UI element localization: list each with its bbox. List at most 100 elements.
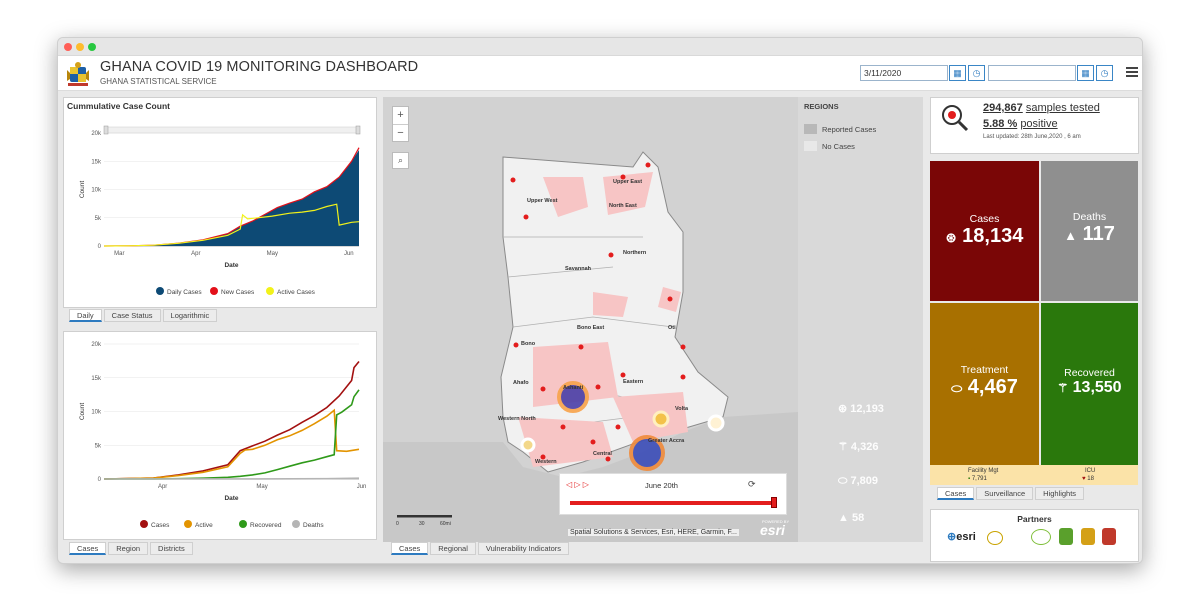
maximize-window-button[interactable] bbox=[88, 43, 96, 51]
range-slider-right-handle bbox=[355, 125, 361, 135]
tab-daily[interactable]: Daily bbox=[69, 309, 102, 322]
svg-text:30: 30 bbox=[419, 521, 425, 527]
time-slider-widget: ◁ ▷ ▷ June 20th ⟳ bbox=[559, 473, 787, 515]
powered-by-label: POWERED BY bbox=[762, 519, 790, 524]
end-date-input[interactable] bbox=[988, 65, 1076, 81]
tab-vulnerability[interactable]: Vulnerability Indicators bbox=[477, 542, 570, 555]
status-tabs: Cases Region Districts bbox=[69, 542, 195, 556]
map-stat-cases: ⊛ 12,193 bbox=[838, 403, 884, 415]
y-axis-label: Count bbox=[79, 181, 86, 199]
partners-panel: Partners ⊕esri bbox=[930, 509, 1139, 562]
kpi-cases-label: Cases bbox=[969, 213, 1000, 225]
start-clock-icon[interactable]: ◷ bbox=[968, 65, 985, 81]
x-tick-label: Mar bbox=[114, 251, 124, 257]
label-ashanti: Ashanti bbox=[563, 385, 584, 391]
y-tick-label: 0 bbox=[98, 244, 102, 250]
time-label: June 20th bbox=[645, 481, 678, 490]
time-slider-track[interactable] bbox=[570, 501, 776, 505]
play-controls-icon[interactable]: ◁ ▷ ▷ bbox=[566, 480, 589, 489]
x-axis-label: Date bbox=[224, 495, 238, 502]
map-search-icon[interactable]: ⌕ bbox=[392, 152, 409, 169]
cumulative-chart-title: Cummulative Case Count bbox=[67, 101, 170, 111]
y-tick-label: 10k bbox=[91, 188, 102, 194]
label-ahafo: Ahafo bbox=[513, 380, 529, 386]
label-eastern: Eastern bbox=[623, 379, 644, 385]
partners-title: Partners bbox=[1017, 514, 1052, 524]
x-tick-label: May bbox=[267, 251, 278, 257]
legend-no-cases: No Cases bbox=[804, 141, 855, 151]
map-stat-treatment: ⬭ 7,809 bbox=[838, 475, 878, 487]
tab-districts[interactable]: Districts bbox=[150, 542, 193, 555]
label-western: Western bbox=[535, 459, 557, 465]
tab-cases[interactable]: Cases bbox=[69, 542, 107, 555]
map-stat-recovered: ⚚ 4,326 bbox=[838, 441, 879, 453]
zoom-controls: + − bbox=[392, 106, 409, 142]
map-stat-deaths: ▲ 58 bbox=[838, 512, 865, 524]
map-attribution: Spatial Solutions & Services, Esri, HERE… bbox=[568, 529, 739, 536]
tab-surveillance[interactable]: Surveillance bbox=[976, 487, 1034, 500]
close-window-button[interactable] bbox=[64, 43, 72, 51]
x-tick-label: Apr bbox=[191, 251, 200, 257]
y-tick-label: 5k bbox=[95, 443, 102, 449]
kpi-recovered-label: Recovered bbox=[1064, 367, 1115, 379]
svg-text:0: 0 bbox=[396, 521, 399, 527]
tab-highlights[interactable]: Highlights bbox=[1035, 487, 1085, 500]
label-upper-east: Upper East bbox=[613, 179, 642, 185]
tombstone-icon: ▲ bbox=[1064, 228, 1078, 243]
legend-new-cases: New Cases bbox=[221, 289, 255, 296]
icu-label: ICU bbox=[1085, 468, 1096, 474]
hamburger-menu-icon[interactable] bbox=[1126, 67, 1138, 77]
time-slider-handle[interactable] bbox=[771, 497, 777, 508]
status-chart-panel: 0 5k 10k 15k 20k Apr May Jun Date Count Cases Act… bbox=[63, 331, 377, 540]
esri-logo: esri bbox=[760, 522, 785, 538]
start-date-input[interactable]: 3/11/2020 bbox=[860, 65, 948, 81]
virus-magnifier-icon bbox=[942, 105, 969, 132]
start-calendar-icon[interactable]: ▦ bbox=[949, 65, 966, 81]
esri-partner-logo: ⊕esri bbox=[947, 531, 976, 543]
loop-icon[interactable]: ⟳ bbox=[748, 479, 756, 489]
cumulative-chart-panel: Cummulative Case Count 0 5k 10k 15k 20k Mar Ap… bbox=[63, 97, 377, 308]
flag-icon: ▪ bbox=[968, 476, 971, 482]
positive-rate: 5.88 % positive bbox=[983, 118, 1058, 130]
x-tick-label: Jun bbox=[357, 484, 367, 490]
label-oti: Oti bbox=[668, 325, 676, 331]
tab-map-cases[interactable]: Cases bbox=[391, 542, 429, 555]
regions-legend-title: REGIONS bbox=[804, 102, 839, 111]
pill-icon: ⬭ bbox=[951, 381, 963, 396]
dashboard-window: GHANA COVID 19 MONITORING DASHBOARD GHAN… bbox=[57, 37, 1143, 564]
label-volta: Volta bbox=[675, 406, 689, 412]
page-title: GHANA COVID 19 MONITORING DASHBOARD bbox=[100, 59, 419, 75]
tab-map-regional[interactable]: Regional bbox=[430, 542, 476, 555]
label-north-east: North East bbox=[609, 203, 637, 209]
tab-kpi-cases[interactable]: Cases bbox=[937, 487, 975, 500]
kpi-recovered-value: ⚚ 13,550 bbox=[1057, 379, 1122, 396]
zoom-in-button[interactable]: + bbox=[397, 109, 404, 121]
kpi-deaths: Deaths ▲ 117 bbox=[1041, 161, 1138, 301]
regions-legend: REGIONS Reported Cases No Cases bbox=[798, 97, 923, 542]
virus-icon: ⊛ bbox=[945, 230, 957, 245]
tab-region[interactable]: Region bbox=[108, 542, 149, 555]
tab-case-status[interactable]: Case Status bbox=[103, 309, 161, 322]
tab-logarithmic[interactable]: Logarithmic bbox=[162, 309, 218, 322]
last-updated: Last updated: 28th June,2020 , 6 am bbox=[983, 134, 1081, 140]
legend-deaths: Deaths bbox=[303, 522, 324, 529]
zoom-out-button[interactable]: − bbox=[393, 124, 408, 142]
y-tick-label: 5k bbox=[95, 216, 102, 222]
x-tick-label: Apr bbox=[158, 484, 167, 490]
heart-icon: ♥ bbox=[1082, 476, 1086, 482]
icu-value: ♥ 18 bbox=[1082, 476, 1094, 482]
y-tick-label: 0 bbox=[98, 477, 102, 483]
legend-reported-cases: Reported Cases bbox=[804, 124, 876, 134]
minimize-window-button[interactable] bbox=[76, 43, 84, 51]
end-clock-icon[interactable]: ◷ bbox=[1096, 65, 1113, 81]
facility-icu-strip: Facility Mgt ▪ 7,791 ICU ♥ 18 bbox=[930, 465, 1138, 485]
series-line-cases bbox=[103, 360, 360, 480]
y-tick-label: 15k bbox=[91, 376, 102, 382]
legend-recovered: Recovered bbox=[250, 522, 282, 529]
end-calendar-icon[interactable]: ▦ bbox=[1077, 65, 1094, 81]
label-savannah: Savannah bbox=[565, 266, 592, 272]
partner-logo-2 bbox=[987, 531, 1003, 545]
kpi-treatment-value: ⬭ 4,467 bbox=[951, 376, 1018, 398]
facility-label: Facility Mgt bbox=[968, 468, 999, 474]
facility-value: ▪ 7,791 bbox=[968, 476, 987, 482]
